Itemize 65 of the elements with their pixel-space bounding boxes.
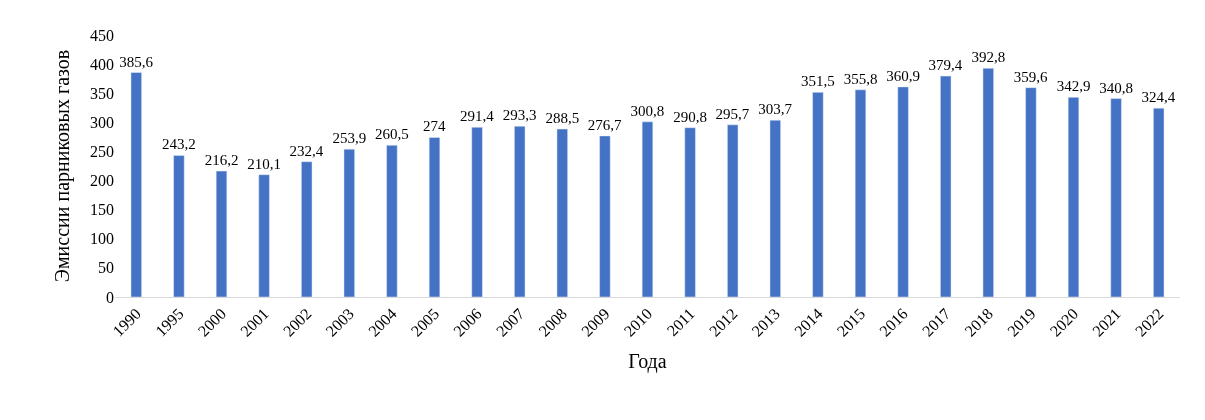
bar (130, 72, 142, 297)
x-axis-title: Года (628, 350, 667, 374)
y-tick-label: 0 (106, 288, 114, 306)
data-label: 260,5 (375, 126, 409, 143)
data-label: 351,5 (801, 73, 835, 90)
data-label: 290,8 (673, 108, 707, 125)
data-label: 355,8 (843, 70, 878, 87)
bar (258, 174, 270, 297)
y-tick-label: 100 (90, 230, 114, 248)
data-label: 360,9 (886, 67, 920, 84)
y-tick-label: 300 (90, 113, 114, 131)
data-label: 359,6 (1013, 68, 1049, 85)
data-label: 243,2 (162, 136, 196, 153)
y-tick-label: 450 (90, 26, 114, 44)
bar (514, 125, 526, 297)
y-tick-label: 250 (90, 143, 114, 161)
data-label: 385,6 (119, 53, 154, 70)
x-tick-label: 2021 (1089, 304, 1124, 340)
bar (641, 121, 654, 297)
bar (982, 68, 994, 297)
bar (940, 75, 952, 297)
data-label: 253,9 (332, 130, 367, 147)
bar (556, 128, 568, 297)
y-tick-label: 50 (98, 259, 114, 277)
data-label: 300,8 (630, 102, 665, 119)
bar (428, 137, 441, 297)
data-label: 216,2 (204, 152, 239, 169)
y-tick-label: 350 (90, 84, 114, 102)
bar (854, 89, 867, 297)
y-tick-label: 150 (90, 201, 114, 219)
bar (897, 86, 909, 297)
bar (1067, 97, 1080, 297)
bar (1153, 107, 1165, 297)
x-tick-label: 2001 (237, 304, 272, 340)
bar (599, 135, 611, 297)
bar (684, 127, 696, 297)
bar (727, 124, 739, 297)
bar (1110, 98, 1122, 297)
data-label: 291,4 (459, 108, 495, 125)
data-label: 293,3 (502, 107, 537, 124)
bar (343, 148, 355, 297)
y-axis-title: Эмиссии парниковых газов (50, 49, 74, 283)
bar (215, 170, 228, 297)
data-label: 276,7 (587, 116, 623, 133)
data-label: 274 (423, 118, 447, 135)
bar (386, 145, 398, 297)
bar (769, 119, 781, 297)
data-label: 324,4 (1141, 89, 1176, 106)
y-tick-label: 200 (90, 172, 114, 190)
x-tick-label: 2011 (663, 304, 698, 340)
data-label: 379,4 (928, 57, 963, 74)
y-tick-label: 400 (90, 55, 114, 73)
bar (301, 161, 313, 297)
data-label: 295,7 (715, 105, 750, 122)
data-label: 288,5 (545, 110, 580, 127)
data-label: 392,8 (971, 49, 1006, 66)
data-label: 342,9 (1056, 78, 1091, 95)
bar (471, 127, 483, 297)
data-label: 232,4 (289, 142, 324, 159)
data-label: 303,7 (758, 101, 793, 118)
bar (1025, 87, 1037, 297)
bar (173, 155, 185, 297)
data-label: 210,1 (247, 155, 281, 172)
bar (812, 92, 824, 297)
data-label: 340,8 (1099, 79, 1133, 96)
